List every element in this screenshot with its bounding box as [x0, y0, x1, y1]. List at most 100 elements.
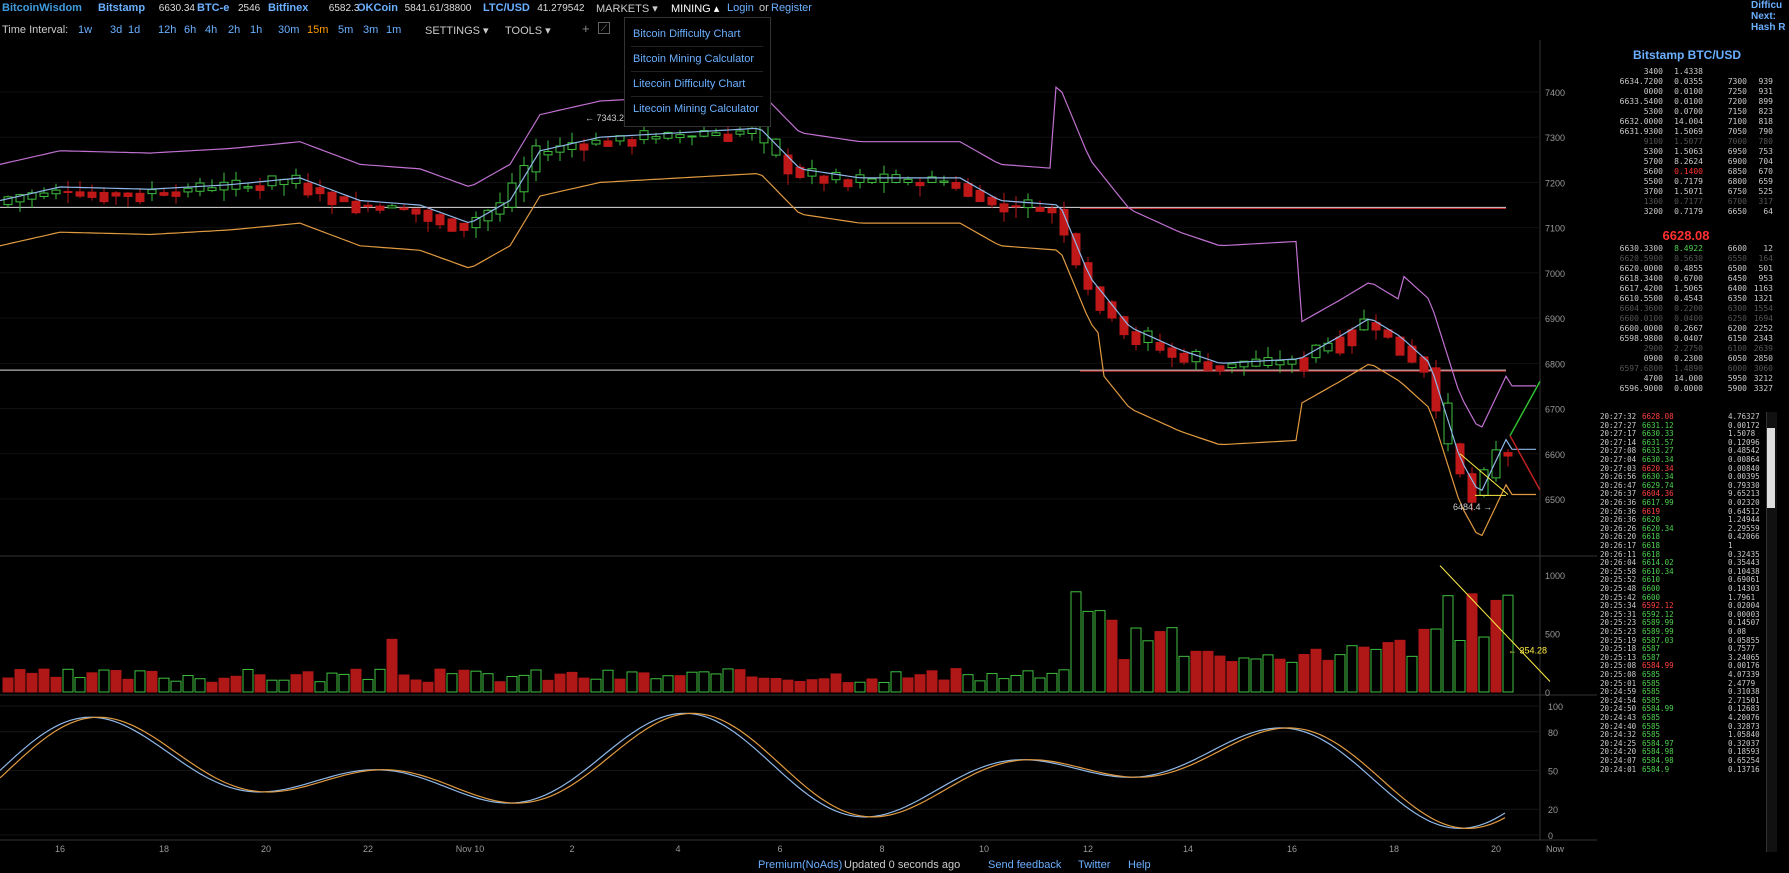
interval-1m[interactable]: 1m [386, 24, 402, 36]
interval-1d[interactable]: 1d [128, 24, 141, 36]
trade-price: 6631.12 [1642, 420, 1674, 430]
order-book-row: 5700 8.2624 6900 704 [1597, 157, 1775, 167]
volume-bar [362, 678, 374, 693]
trade-amount: 1.24944 [1728, 515, 1760, 525]
order-book-cell: 6750 [1727, 187, 1747, 196]
volume-bar [938, 679, 950, 693]
candle-body [891, 174, 901, 183]
price-chart[interactable]: 7400730072007100700069006800670066006500… [0, 40, 1597, 856]
premium-link[interactable]: Premium(NoAds) [758, 859, 843, 871]
market-name[interactable]: BTC-e [197, 2, 230, 14]
order-book-cell: 6950 [1727, 147, 1747, 156]
trade-row: 20:25:13 6587 3.24065 [1600, 653, 1778, 662]
candle-body [243, 186, 253, 189]
trade-row: 20:27:03 6620.34 0.00840 [1600, 464, 1778, 473]
interval-5m[interactable]: 5m [338, 24, 354, 36]
interval-30m[interactable]: 30m [278, 24, 300, 36]
brand-logo[interactable]: BitcoinWisdom [2, 2, 82, 14]
volume-bar [1442, 595, 1454, 693]
interval-1h[interactable]: 1h [250, 24, 263, 36]
trades-scrollbar-thumb[interactable] [1767, 428, 1775, 508]
interval-2h[interactable]: 2h [228, 24, 241, 36]
bitcoin-difficulty-chart-link[interactable]: Bitcoin Difficulty Chart [633, 28, 741, 40]
tools-menu[interactable]: TOOLS ▾ [505, 25, 551, 37]
register-link[interactable]: Register [771, 2, 812, 14]
interval-4h[interactable]: 4h [205, 24, 218, 36]
market-name[interactable]: Bitfinex [268, 2, 309, 14]
litecoin-mining-calculator-link[interactable]: Litecoin Mining Calculator [633, 103, 759, 115]
volume-bar [74, 677, 86, 693]
interval-12h[interactable]: 12h [158, 24, 177, 36]
trades-scrollbar[interactable] [1766, 412, 1777, 852]
candle-body [1407, 345, 1417, 363]
order-book: Bitstamp BTC/USD 3400 1.4338 6634.7200 0.03… [1597, 45, 1777, 845]
order-book-cell: 0.0100 [1674, 87, 1703, 96]
volume-bar [794, 680, 806, 693]
twitter-link[interactable]: Twitter [1078, 859, 1111, 871]
x-tick-label: 14 [1183, 844, 1193, 854]
volume-bar [1310, 648, 1322, 693]
candle-body [1047, 208, 1057, 214]
interval-6h[interactable]: 6h [184, 24, 197, 36]
litecoin-difficulty-chart-link[interactable]: Litecoin Difficulty Chart [633, 78, 746, 90]
order-book-cell: 6450 [1727, 274, 1747, 283]
trade-time: 20:26:36 [1600, 506, 1637, 516]
trade-row: 20:24:32 6585 1.05840 [1600, 730, 1778, 739]
interval-15m[interactable]: 15m [307, 24, 329, 36]
volume-bar [50, 676, 62, 693]
trade-row: 20:25:23 6589.99 0.14507 [1600, 618, 1778, 627]
order-book-cell: 7250 [1727, 87, 1747, 96]
trade-price: 6618 [1642, 532, 1661, 542]
dropdown-divider [631, 46, 763, 47]
trade-time: 20:27:04 [1600, 455, 1637, 464]
settings-menu[interactable]: SETTINGS ▾ [425, 25, 489, 37]
order-book-cell: 931 [1758, 87, 1773, 96]
order-book-cell: 6600 [1727, 244, 1747, 253]
trade-price: 6584.9 [1642, 764, 1670, 774]
candle-body [1431, 367, 1441, 412]
volume-bar [866, 678, 878, 693]
line-tool-icon[interactable]: ⟋ [598, 22, 610, 34]
volume-tick-label: 0 [1545, 688, 1550, 698]
trade-price: 6585 [1642, 695, 1661, 705]
order-book-cell: 6700 [1727, 197, 1747, 206]
price-tick-label: 6500 [1545, 495, 1565, 505]
x-tick-label: 8 [879, 844, 884, 854]
mining-menu[interactable]: MINING ▴ [671, 3, 720, 15]
candle-body [1383, 329, 1393, 338]
trade-row: 20:24:43 6585 4.20076 [1600, 713, 1778, 722]
candle-body [351, 200, 361, 214]
candle-body [1215, 365, 1225, 371]
volume-bar [446, 673, 458, 693]
interval-3m[interactable]: 3m [363, 24, 379, 36]
order-book-cell: 0.7177 [1674, 197, 1703, 206]
bitcoin-mining-calculator-link[interactable]: Bitcoin Mining Calculator [633, 53, 755, 65]
login-link[interactable]: Login [727, 2, 754, 14]
market-name[interactable]: OKCoin [357, 2, 398, 14]
volume-bar [914, 674, 926, 693]
trade-row: 20:25:08 6585 4.07339 [1600, 670, 1778, 679]
volume-bar [1250, 658, 1262, 693]
volume-bar [758, 677, 770, 693]
trade-amount: 0.35443 [1728, 558, 1760, 568]
volume-bar [1202, 650, 1214, 693]
volume-bar [1274, 658, 1286, 693]
order-book-cell: 0.0400 [1674, 314, 1703, 323]
interval-3d[interactable]: 3d [110, 24, 123, 36]
crosshair-tool-icon[interactable]: + [582, 21, 590, 36]
market-name[interactable]: LTC/USD [483, 2, 530, 14]
candle-body [1275, 360, 1285, 366]
help-link[interactable]: Help [1128, 859, 1151, 871]
order-book-cell: 6200 [1727, 324, 1747, 333]
market-name[interactable]: Bitstamp [98, 2, 146, 14]
trade-row: 20:25:52 6610 0.69061 [1600, 575, 1778, 584]
order-book-cell: 6598.9800 [1619, 334, 1663, 343]
candle-body [1071, 233, 1081, 266]
volume-bar [134, 670, 146, 693]
order-book-cell: 823 [1758, 107, 1773, 116]
order-book-cell: 6604.3600 [1619, 304, 1663, 313]
interval-1w[interactable]: 1w [78, 24, 93, 36]
send-feedback-link[interactable]: Send feedback [988, 859, 1062, 871]
volume-bar [746, 676, 758, 693]
markets-menu[interactable]: MARKETS ▾ [596, 3, 658, 15]
